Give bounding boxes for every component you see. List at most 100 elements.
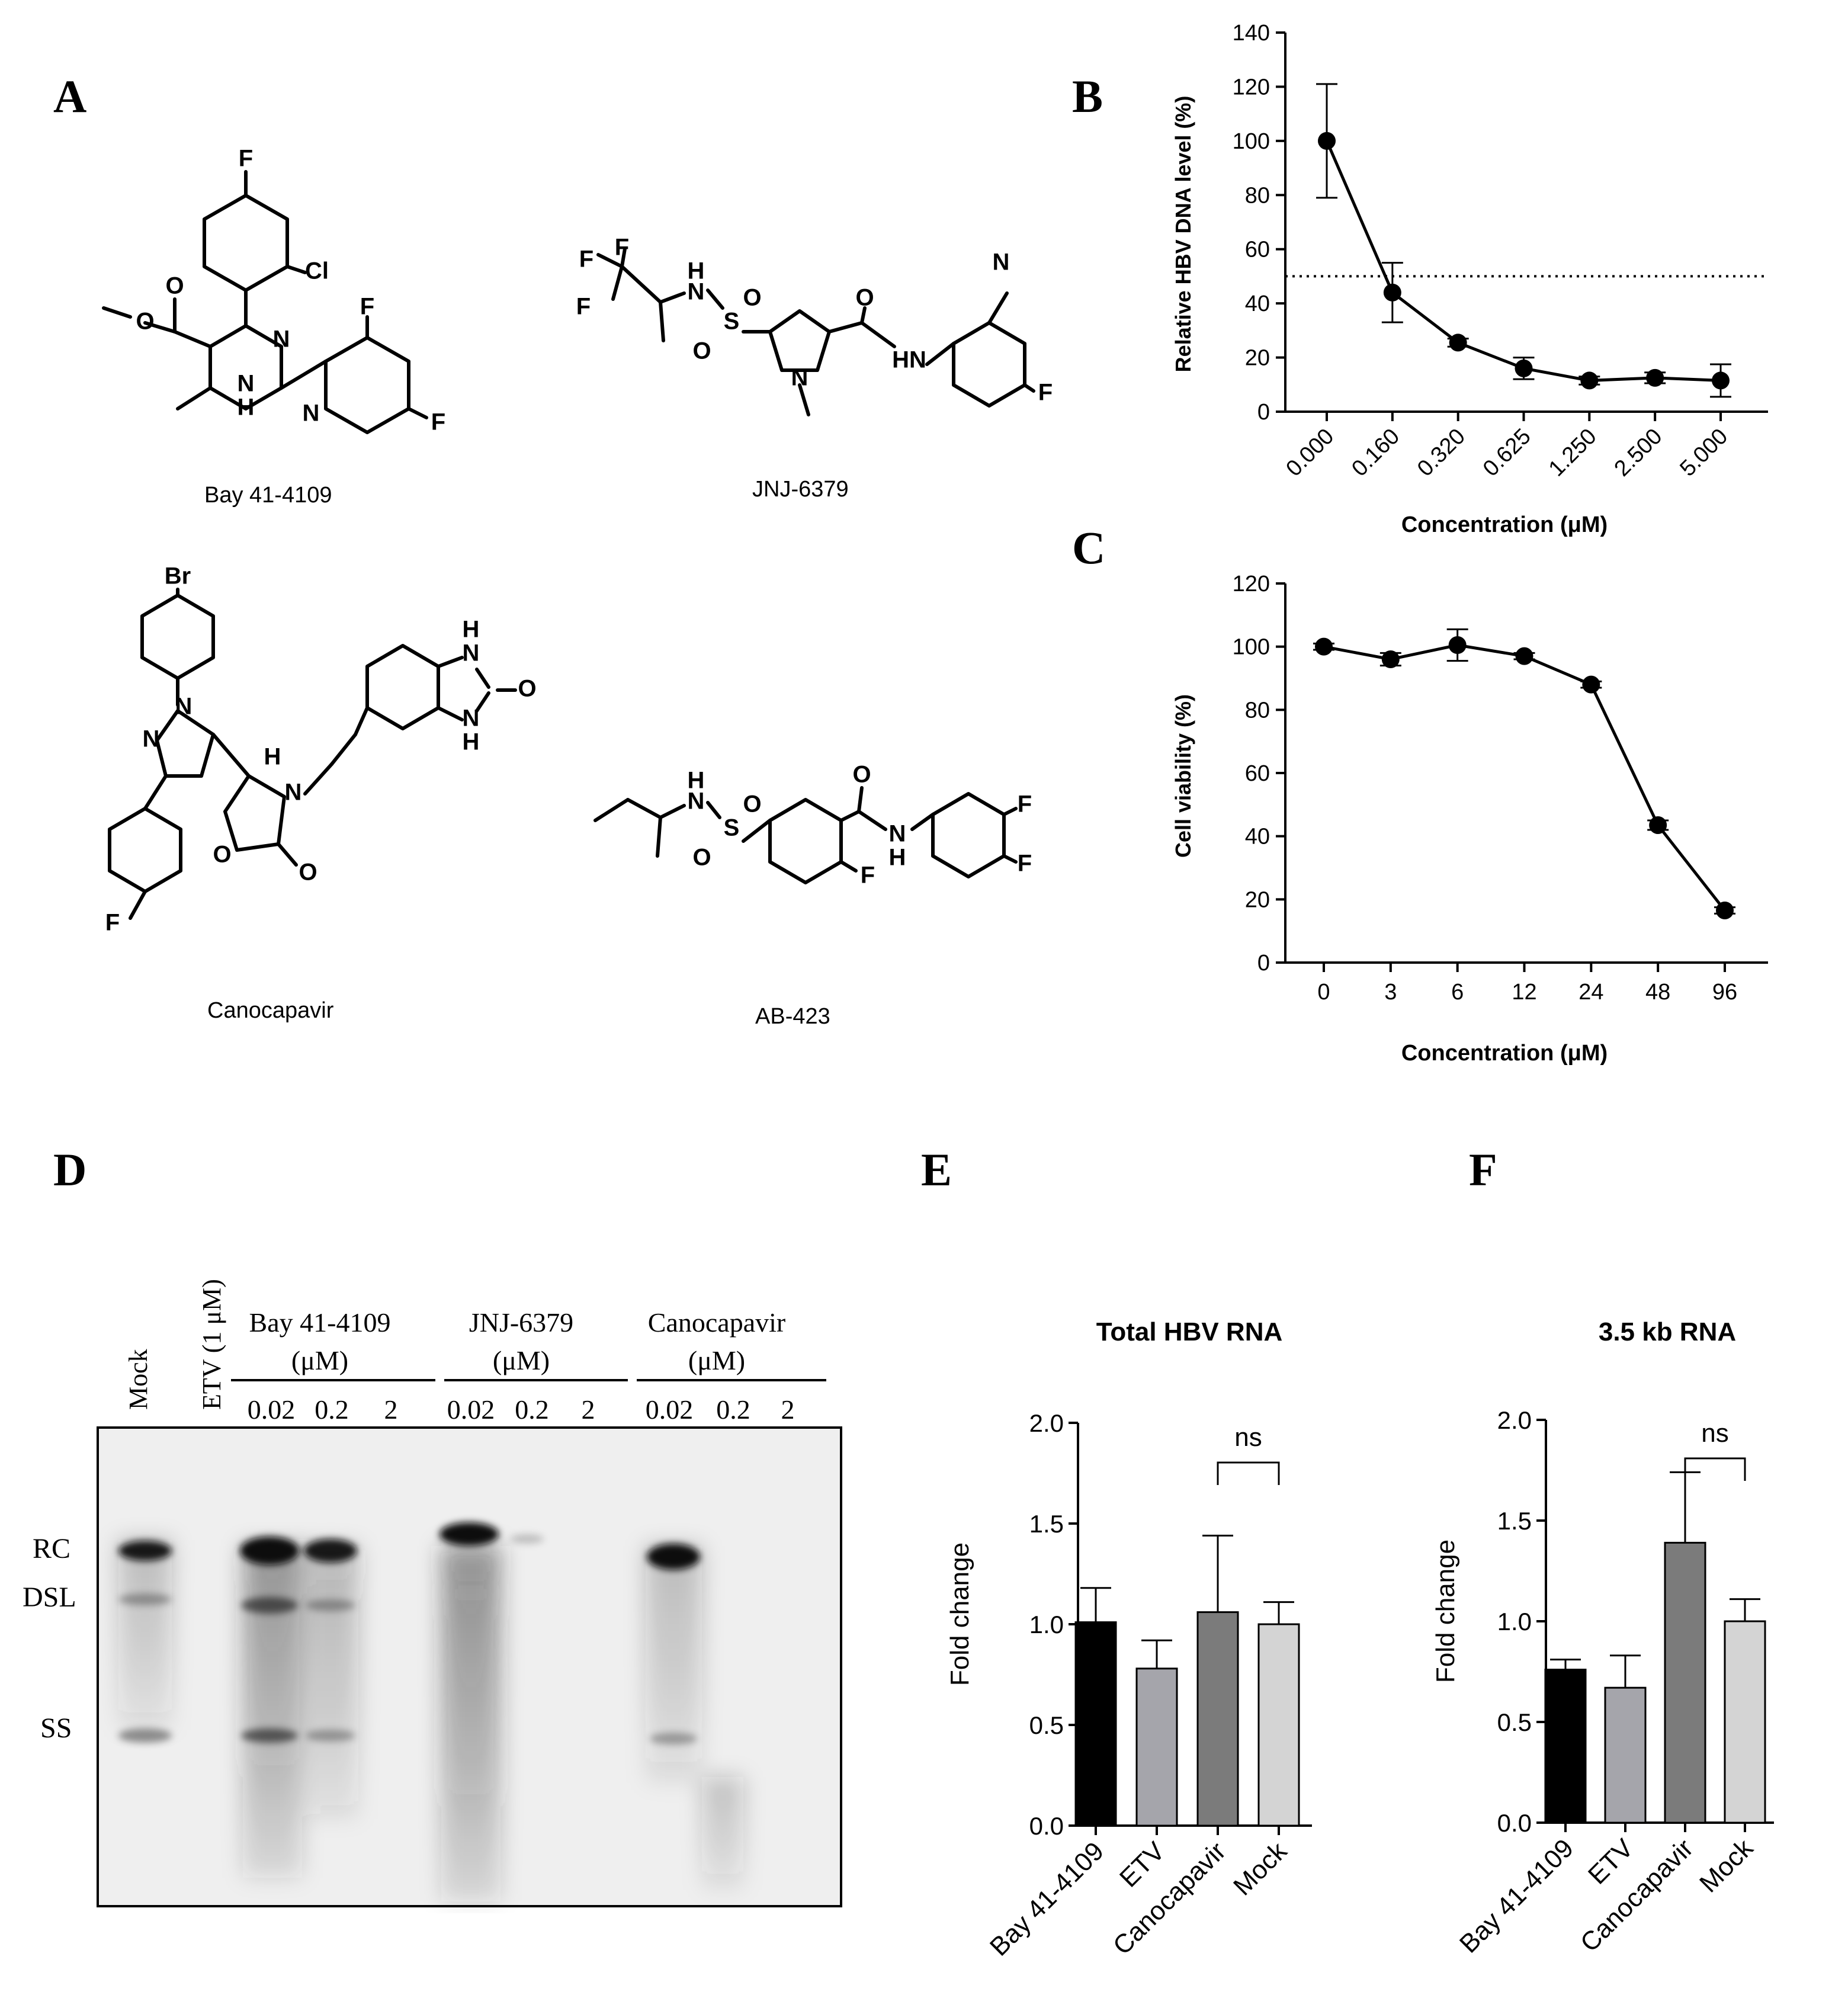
atom-label: F — [1038, 380, 1053, 406]
atom-label: F — [105, 910, 120, 936]
chart-f-y-tick-label: 1.5 — [1497, 1507, 1532, 1535]
chart-e-x-tick-label: Bay 41-4109 — [984, 1836, 1109, 1961]
gel-band-ss — [241, 1728, 298, 1743]
group-label-jnj: JNJ-6379 — [469, 1307, 573, 1338]
atom-label: HN — [892, 347, 926, 373]
compound-name-canocapavir: Canocapavir — [207, 998, 334, 1023]
chart-b-series-line — [1325, 140, 1721, 382]
chart-c-x-tick-label: 24 — [1578, 980, 1603, 1005]
chart-b-data-point — [1515, 359, 1533, 377]
atom-label: F — [431, 409, 445, 435]
atom-label: N — [688, 788, 705, 814]
chart-f-bar — [1544, 1669, 1587, 1824]
atom-label: H — [463, 729, 480, 755]
chart-b-y-tick-label: 140 — [1233, 21, 1270, 46]
chart-c-xlabel: Concentration (μM) — [1401, 1041, 1608, 1066]
chart-c-data-point — [1582, 675, 1600, 694]
atom-label: N — [303, 400, 320, 426]
atom-label: O — [213, 842, 231, 868]
atom-label: N — [993, 249, 1010, 275]
chart-f-title: 3.5 kb RNA — [1599, 1317, 1736, 1346]
atom-label: O — [518, 676, 536, 702]
chart-c-x-tick-label: 96 — [1712, 980, 1737, 1005]
gel-smear — [305, 1546, 358, 1819]
atom-label: N — [791, 365, 808, 391]
atom-label: S — [724, 309, 740, 335]
chart-b-x-tick-label: 1.250 — [1544, 424, 1602, 482]
chart-e-bar — [1196, 1611, 1239, 1827]
chart-b-data-point — [1449, 333, 1467, 352]
group-unit-canocapavir: (μM) — [688, 1345, 745, 1375]
atom-label: F — [1018, 851, 1032, 877]
chart-e-bar — [1257, 1623, 1300, 1827]
chart-f-y-tick-label: 0.5 — [1497, 1708, 1532, 1736]
chart-e-y-tick-label: 2.0 — [1029, 1409, 1064, 1437]
chart-c-y-tick-label: 120 — [1233, 572, 1270, 596]
chart-b-hbv-dna: 0 20 40 60 80 100 120 140 0.000 0.160 0.320 0.625 1.… — [1171, 21, 1768, 537]
chart-b-x-tick-label: 2.500 — [1610, 424, 1667, 482]
gel-band-rc — [511, 1534, 544, 1544]
atom-label: S — [724, 815, 740, 841]
gel-band-dsl — [241, 1597, 298, 1614]
gel-band-rc — [240, 1537, 299, 1565]
chart-b-x-tick-label: 0.000 — [1281, 424, 1339, 482]
dose-label: 0.2 — [315, 1394, 349, 1425]
atom-label: F — [576, 294, 591, 320]
panel-letter-a: A — [53, 70, 87, 122]
chart-e-x-tick-label: ETV — [1114, 1836, 1171, 1893]
gel-smear — [243, 1546, 302, 1878]
chart-e-significance-label: ns — [1234, 1423, 1262, 1452]
panel-letter-d: D — [53, 1144, 87, 1195]
atom-label: Br — [165, 563, 191, 589]
gel-band-rc — [439, 1522, 499, 1546]
panel-letter-f: F — [1469, 1144, 1497, 1195]
chart-f-y-tick-label: 2.0 — [1497, 1406, 1532, 1434]
cano-oxazolidinone-ring — [223, 774, 286, 852]
gel-band-ss — [306, 1730, 355, 1742]
panel-letter-c: C — [1072, 522, 1106, 573]
chart-b-y-tick-label: 120 — [1233, 75, 1270, 100]
atom-label: O — [136, 309, 154, 335]
band-label-rc: RC — [33, 1533, 70, 1564]
gel-smear — [702, 1777, 743, 1890]
chart-c-ylabel: Cell viability (%) — [1171, 694, 1195, 858]
chart-e-significance-bracket — [1217, 1461, 1280, 1485]
atom-label: N — [238, 371, 255, 397]
gel-band-ss — [650, 1733, 697, 1744]
atom-label: N — [889, 821, 906, 847]
dose-label: 2 — [384, 1394, 398, 1425]
chart-c-data-point — [1315, 637, 1333, 656]
chart-b-x-tick-label: 5.000 — [1675, 424, 1732, 482]
chart-f-bar — [1664, 1541, 1706, 1824]
chart-b-data-point — [1580, 371, 1599, 390]
chart-c-series-line — [1323, 643, 1726, 912]
gel-band-rc — [647, 1544, 700, 1570]
chart-b-data-point — [1318, 132, 1336, 150]
compound-name-bay: Bay 41-4109 — [204, 483, 332, 508]
chart-c-cell-viability: 0 20 40 60 80 100 120 0 3 6 12 24 48 96 Cell viabilit… — [1171, 572, 1768, 1066]
chart-b-x-tick-label: 0.625 — [1478, 424, 1536, 482]
chart-c-y-tick-label: 20 — [1245, 887, 1270, 912]
band-label-dsl: DSL — [23, 1582, 76, 1613]
cano-bromophenyl-ring — [140, 594, 215, 680]
chart-c-data-point — [1649, 816, 1667, 834]
lane-label-mock: Mock — [124, 1349, 153, 1410]
chemical-structures: F Cl O O N N H F N F F F F N H S O O N O… — [102, 146, 1053, 936]
atom-label: O — [299, 860, 317, 886]
southern-blot: Mock ETV (1 μM) Bay 41-4109 (μM) JNJ-637… — [23, 1279, 842, 1907]
compound-name-jnj: JNJ-6379 — [752, 477, 849, 502]
chart-e-ylabel: Fold change — [945, 1542, 974, 1686]
chart-e-x-tick-label: Canocapavir — [1108, 1836, 1231, 1960]
lane-label-etv: ETV (1 μM) — [197, 1279, 226, 1410]
chart-e-title: Total HBV RNA — [1096, 1317, 1283, 1346]
chart-b-data-point — [1646, 368, 1664, 387]
atom-label: O — [743, 285, 761, 311]
chart-c-y-tick-label: 60 — [1245, 761, 1270, 786]
atom-label: O — [852, 762, 871, 788]
cano-benzimidazole-ring — [365, 644, 440, 730]
atom-label: Cl — [305, 258, 329, 284]
chart-e-bar — [1074, 1621, 1117, 1827]
chart-b-y-tick-label: 100 — [1233, 129, 1270, 154]
chart-b-xlabel: Concentration (μM) — [1401, 512, 1608, 537]
ab-difluorophenyl-ring — [931, 792, 1006, 878]
